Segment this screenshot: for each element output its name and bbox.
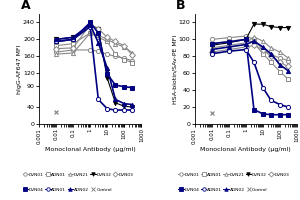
Legend: DVN04, ADN01, ADN02, Control: DVN04, ADN01, ADN02, Control bbox=[178, 188, 268, 192]
Y-axis label: HSA-biotin/SAv-PE MFI: HSA-biotin/SAv-PE MFI bbox=[172, 34, 177, 104]
X-axis label: Monoclonal Antibody (μg/ml): Monoclonal Antibody (μg/ml) bbox=[45, 147, 136, 152]
Y-axis label: hIgG-AF647 MFI: hIgG-AF647 MFI bbox=[16, 44, 22, 94]
X-axis label: Monoclonal Antibody (μg/ml): Monoclonal Antibody (μg/ml) bbox=[200, 147, 291, 152]
Text: B: B bbox=[176, 0, 186, 12]
Text: A: A bbox=[21, 0, 30, 12]
Legend: DVN04, ADN01, ADN02, Control: DVN04, ADN01, ADN02, Control bbox=[23, 188, 112, 192]
